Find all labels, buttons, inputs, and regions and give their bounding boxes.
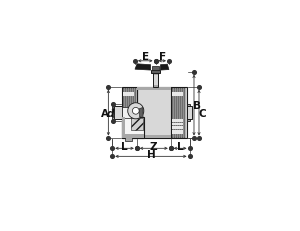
Point	[111, 103, 116, 106]
Bar	[122, 134, 144, 138]
Polygon shape	[140, 108, 143, 118]
Bar	[122, 118, 144, 138]
Bar	[127, 88, 128, 138]
Bar	[123, 131, 134, 134]
Point	[168, 147, 173, 151]
Point	[196, 137, 201, 141]
Bar	[114, 106, 122, 120]
Bar	[184, 88, 185, 138]
Bar	[187, 106, 192, 120]
Bar	[122, 87, 137, 139]
Point	[192, 137, 197, 141]
Bar	[123, 92, 134, 96]
Bar	[187, 105, 190, 122]
Bar	[178, 88, 179, 138]
Point	[187, 147, 192, 151]
Bar	[122, 118, 125, 138]
Point	[168, 147, 173, 151]
Bar	[180, 88, 181, 138]
Bar	[133, 88, 134, 138]
Bar	[129, 88, 130, 138]
Text: L: L	[121, 141, 128, 151]
Bar	[182, 88, 183, 138]
Point	[192, 70, 197, 74]
Bar	[154, 76, 158, 85]
Text: d: d	[106, 108, 114, 118]
Point	[196, 85, 201, 89]
Polygon shape	[135, 64, 151, 71]
Point	[134, 147, 139, 151]
Text: B: B	[193, 101, 201, 111]
Point	[110, 155, 115, 158]
Point	[153, 60, 158, 63]
Bar	[151, 71, 160, 74]
Bar	[172, 92, 183, 96]
Text: Z: Z	[150, 141, 158, 151]
Text: A: A	[101, 108, 109, 118]
Bar	[112, 104, 114, 122]
Text: H: H	[146, 149, 155, 159]
Point	[133, 60, 137, 63]
Bar	[130, 88, 132, 138]
Circle shape	[132, 108, 139, 115]
Bar	[152, 67, 159, 70]
Point	[110, 147, 115, 151]
Bar	[172, 131, 183, 134]
Point	[167, 60, 171, 63]
Bar	[125, 138, 132, 142]
Bar	[172, 119, 183, 122]
Bar	[172, 88, 173, 138]
Bar	[172, 123, 183, 126]
Text: L: L	[177, 141, 183, 151]
Bar	[124, 88, 126, 138]
Bar	[123, 88, 124, 138]
Point	[111, 120, 116, 124]
Bar	[137, 87, 171, 91]
Circle shape	[128, 103, 144, 119]
Bar	[176, 88, 177, 138]
Bar	[122, 108, 131, 118]
Bar	[137, 135, 171, 139]
Point	[106, 85, 111, 89]
Bar	[153, 74, 158, 87]
Bar	[174, 88, 175, 138]
Bar	[172, 127, 183, 129]
Point	[187, 155, 192, 158]
Bar	[134, 88, 136, 138]
Polygon shape	[130, 119, 143, 131]
Point	[153, 60, 158, 63]
Text: C: C	[198, 108, 206, 118]
Point	[106, 137, 111, 141]
Bar	[171, 87, 187, 139]
Polygon shape	[160, 65, 169, 71]
Text: F: F	[159, 52, 166, 62]
Point	[134, 147, 139, 151]
Text: E: E	[142, 52, 149, 62]
Bar	[137, 87, 171, 139]
